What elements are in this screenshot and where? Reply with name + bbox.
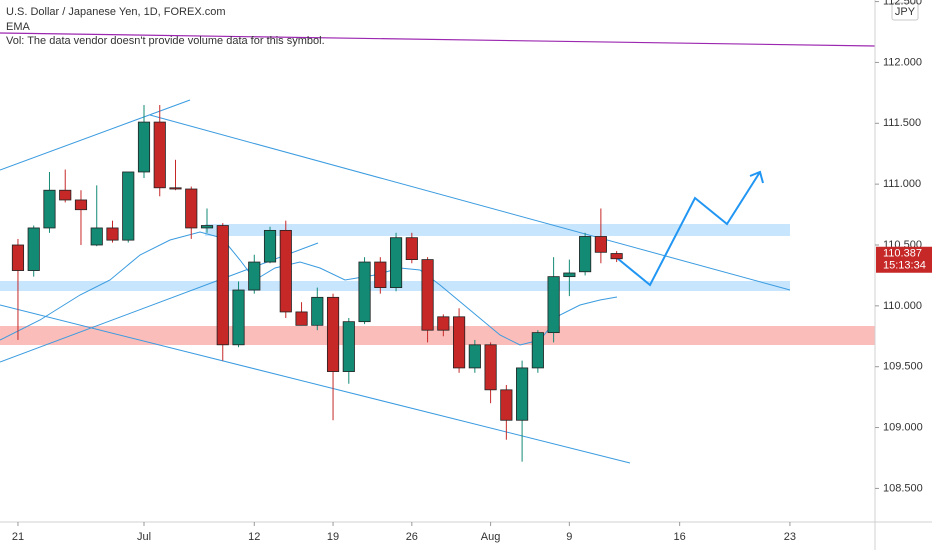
volume-note: Vol: The data vendor doesn't provide vol… xyxy=(6,35,325,47)
candle-body xyxy=(137,121,151,173)
last-price-box xyxy=(876,246,932,273)
candle-body xyxy=(59,189,72,201)
countdown-label: 15:13:34 xyxy=(883,260,926,272)
x-tick-label: 12 xyxy=(248,531,260,543)
candle-body xyxy=(405,237,418,261)
x-tick-label: 16 xyxy=(674,531,686,543)
last-price-label: 110.387 xyxy=(883,248,922,260)
x-tick-label: 23 xyxy=(784,531,796,543)
y-tick-label: 111.500 xyxy=(883,117,921,129)
y-tick-label: 112.000 xyxy=(883,56,922,68)
candle-body xyxy=(374,261,387,288)
candle-body xyxy=(610,253,623,260)
currency-box xyxy=(891,2,919,21)
candle-body xyxy=(295,311,308,326)
y-tick-label: 109.500 xyxy=(883,361,923,373)
candle-body xyxy=(421,259,434,331)
candle-body xyxy=(516,367,529,421)
trend-line xyxy=(0,99,191,171)
candle-body xyxy=(248,261,261,291)
candle-body xyxy=(594,236,607,253)
projection-arrowhead xyxy=(749,170,764,184)
candle-body xyxy=(90,227,103,246)
y-tick-label: 110.000 xyxy=(883,300,922,312)
candle-body xyxy=(43,189,56,229)
candles xyxy=(11,105,623,462)
candle-body xyxy=(279,229,292,313)
x-tick-label: Jul xyxy=(137,531,151,543)
projection-path xyxy=(616,171,761,287)
candle-body xyxy=(453,316,466,369)
candle-body xyxy=(547,276,560,334)
x-tick-label: Aug xyxy=(481,531,501,543)
candle-body xyxy=(153,121,166,189)
y-tick-label: 112.500 xyxy=(883,0,922,7)
chart-title: U.S. Dollar / Japanese Yen, 1D, FOREX.co… xyxy=(6,6,226,18)
candle-body xyxy=(389,237,403,288)
candle-body xyxy=(216,225,229,346)
candle-body xyxy=(579,236,592,273)
indicator-label: EMA xyxy=(6,21,31,33)
x-tick-label: 19 xyxy=(327,531,339,543)
candle-body xyxy=(74,199,88,211)
trend-line xyxy=(0,32,876,47)
candle-body xyxy=(563,272,576,278)
candle-body xyxy=(11,244,25,271)
trend-line xyxy=(149,114,791,291)
trend-line xyxy=(0,242,319,363)
y-tick-label: 109.000 xyxy=(883,421,923,433)
resistance-zone xyxy=(205,224,790,236)
candle-body xyxy=(232,289,245,346)
currency-label: JPY xyxy=(895,6,916,18)
candle-body xyxy=(200,225,214,229)
y-tick-label: 108.500 xyxy=(883,482,923,494)
x-tick-label: 9 xyxy=(566,531,572,543)
candle-body xyxy=(500,389,513,421)
candle-body xyxy=(468,344,481,369)
candle-body xyxy=(342,321,355,372)
candle-body xyxy=(437,316,450,331)
candle-body xyxy=(358,261,371,323)
candle-body xyxy=(311,296,324,326)
candle-body xyxy=(27,227,40,271)
y-tick-label: 111.000 xyxy=(883,178,921,190)
candle-body xyxy=(122,171,135,241)
candle-body xyxy=(484,344,497,391)
candle-body xyxy=(169,187,182,190)
x-tick-label: 21 xyxy=(12,531,24,543)
trend-line xyxy=(0,304,631,464)
candle-body xyxy=(531,332,544,369)
candle-body xyxy=(185,188,198,229)
candle-body xyxy=(106,227,119,241)
candle-body xyxy=(263,229,277,263)
x-tick-label: 26 xyxy=(406,531,418,543)
candle-body xyxy=(326,296,340,372)
